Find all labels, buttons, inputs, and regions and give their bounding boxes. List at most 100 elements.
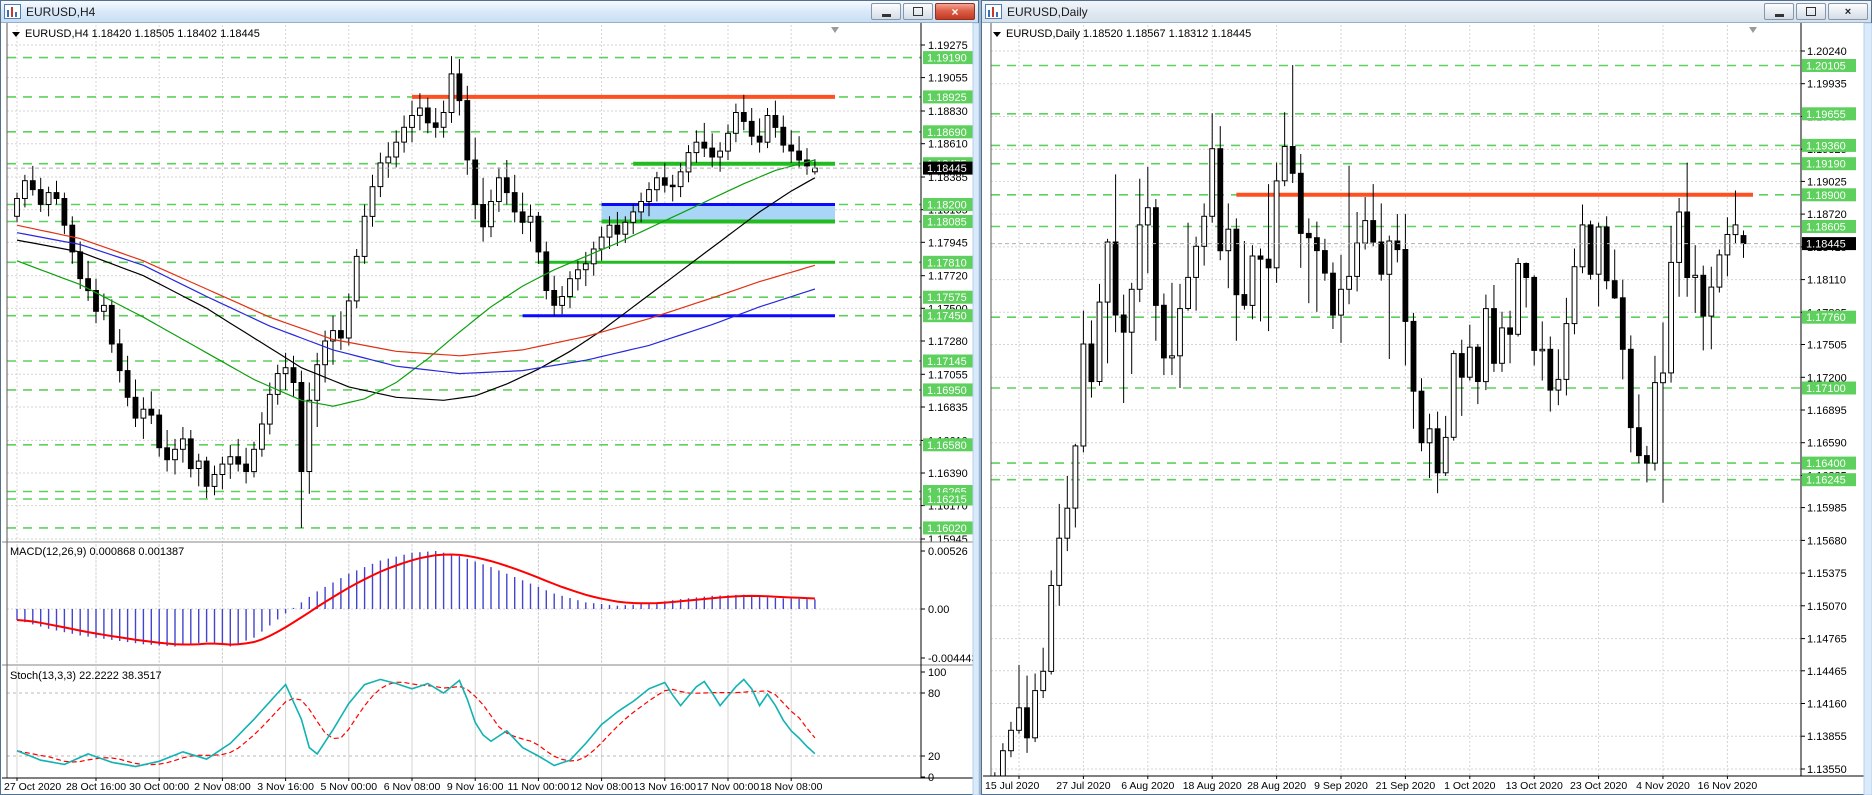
stoch-d-line [16, 681, 816, 766]
level-price-label: 1.17450 [927, 311, 967, 323]
ma-blue [16, 232, 816, 375]
time-tick-label: 6 Aug 2020 [1121, 780, 1174, 792]
macd-axis-label: 0.00526 [928, 546, 968, 558]
time-tick-label: 11 Nov 00:00 [508, 781, 570, 793]
macd-pane: 0.00526 0.00 -0.004443 [7, 544, 978, 665]
price-tick-label: 1.16835 [928, 402, 968, 414]
price-tick-label: 1.17505 [1807, 340, 1847, 352]
close-button[interactable]: × [1828, 3, 1868, 20]
close-icon: × [1844, 5, 1852, 18]
minimize-button[interactable] [871, 3, 901, 20]
level-price-label: 1.18200 [927, 200, 967, 212]
macd-indicator-label: MACD(12,26,9) 0.000868 0.001387 [10, 546, 185, 558]
time-tick-label: 4 Nov 2020 [1636, 780, 1690, 792]
level-price-label: 1.20105 [1806, 61, 1846, 73]
price-tick-label: 1.19275 [928, 40, 968, 52]
macd-axis-label: 0.00 [928, 604, 949, 616]
restore-button[interactable] [1796, 3, 1826, 20]
price-tick-label: 1.20240 [1807, 46, 1847, 58]
level-price-label: 1.18085 [927, 217, 967, 229]
time-tick-label: 13 Oct 2020 [1506, 780, 1563, 792]
level-price-label: 1.19655 [1806, 109, 1846, 121]
price-tick-label: 1.17945 [928, 237, 968, 249]
time-tick-label: 27 Jul 2020 [1056, 780, 1110, 792]
stoch-k-line [16, 678, 816, 768]
titlebar-eurusd-h4[interactable]: EURUSD,H4 × [1, 1, 978, 23]
ohlc-readout: EURUSD,Daily 1.18520 1.18567 1.18312 1.1… [1006, 28, 1252, 40]
symbol-info-line[interactable]: EURUSD,H4 1.18420 1.18505 1.18402 1.1844… [12, 28, 260, 40]
symbol-info-line[interactable]: EURUSD,Daily 1.18520 1.18567 1.18312 1.1… [993, 28, 1251, 40]
time-tick-label: 5 Nov 00:00 [320, 781, 377, 793]
time-tick-label: 9 Nov 16:00 [447, 781, 504, 793]
level-price-label: 1.17810 [927, 257, 967, 269]
ma-red [16, 224, 816, 357]
price-tick-label: 1.15680 [1807, 535, 1847, 547]
time-tick-label: 9 Sep 2020 [1314, 780, 1368, 792]
time-tick-label: 6 Nov 08:00 [384, 781, 441, 793]
price-tick-label: 1.18110 [1807, 275, 1846, 287]
price-gridlines: 1.202401.199351.196301.193251.190251.187… [991, 46, 1847, 776]
price-tick-label: 1.17055 [928, 369, 968, 381]
macd-signal-line [16, 553, 815, 646]
candlesticks [994, 65, 1747, 776]
titlebar-eurusd-daily[interactable]: EURUSD,Daily × [982, 1, 1871, 23]
candlesticks [14, 56, 818, 528]
chart-window-eurusd-daily: EURUSD,Daily × 1.202401.199351.196301.19… [981, 0, 1872, 795]
restore-icon [1806, 7, 1816, 16]
restore-button[interactable] [903, 3, 933, 20]
price-tick-label: 1.19025 [1807, 176, 1847, 188]
h4-chart-canvas[interactable]: 1.192751.190551.188301.186101.183851.181… [2, 23, 979, 795]
chart-client-area: 1.202401.199351.196301.193251.190251.187… [983, 23, 1872, 795]
main-pane [991, 64, 1801, 776]
chart-window-icon [985, 4, 1002, 19]
level-price-label: 1.19190 [1806, 159, 1846, 171]
current-price-label-bg [1802, 237, 1856, 251]
level-price-label: 1.19190 [927, 53, 967, 65]
time-tick-label: 13 Nov 16:00 [634, 781, 697, 793]
time-tick-label: 18 Aug 2020 [1183, 780, 1242, 792]
price-tick-label: 1.16590 [1807, 438, 1847, 450]
time-tick-label: 3 Nov 16:00 [257, 781, 314, 793]
price-tick-label: 1.19935 [1807, 79, 1847, 91]
time-tick-label: 2 Nov 08:00 [194, 781, 251, 793]
level-price-label: 1.16950 [927, 385, 967, 397]
close-icon: × [951, 4, 959, 19]
stoch-axis-label: 100 [928, 667, 946, 679]
price-tick-label: 1.14160 [1807, 699, 1847, 711]
price-tick-label: 1.16170 [928, 501, 968, 513]
time-tick-label: 30 Oct 00:00 [129, 781, 189, 793]
time-axis: 15 Jul 2020 27 Jul 2020 6 Aug 2020 18 Aug 2… [985, 776, 1757, 792]
minimize-button[interactable] [1764, 3, 1794, 20]
price-tick-label: 1.17280 [928, 336, 968, 348]
macd-axis-label: -0.004443 [928, 653, 978, 665]
level-price-label: 1.18690 [927, 127, 967, 139]
chart-window-eurusd-h4: EURUSD,H4 × 1.19275 1.19055 1.18830 1.18610… [0, 0, 979, 795]
time-tick-label: 27 Oct 2020 [4, 781, 61, 793]
chart-client-area: 1.192751.190551.188301.186101.183851.181… [2, 23, 979, 795]
level-price-label: 1.17760 [1806, 312, 1846, 324]
level-price-label: 1.17145 [927, 356, 967, 368]
symbol-dropdown-icon [993, 31, 1001, 37]
level-price-label: 1.18900 [1806, 190, 1846, 202]
level-price-label: 1.18605 [1806, 222, 1846, 234]
price-tick-label: 1.15070 [1807, 601, 1847, 613]
time-tick-label: 28 Aug 2020 [1247, 780, 1306, 792]
price-gridlines: 1.192751.190551.188301.186101.183851.181… [7, 40, 968, 546]
level-price-label: 1.16400 [1806, 458, 1846, 470]
symbol-dropdown-icon [12, 31, 20, 37]
price-tick-label: 1.18830 [928, 106, 968, 118]
price-tick-label: 1.19055 [928, 73, 968, 85]
stoch-axis-label: 80 [928, 688, 940, 700]
daily-chart-canvas[interactable]: 1.202401.199351.196301.193251.190251.187… [983, 23, 1872, 795]
level-price-label: 1.16020 [927, 523, 967, 535]
price-tick-label: 1.18385 [928, 172, 968, 184]
time-tick-label: 17 Nov 00:00 [697, 781, 760, 793]
time-tick-label: 1 Oct 2020 [1444, 780, 1496, 792]
minimize-icon [881, 14, 891, 17]
time-tick-label: 28 Oct 16:00 [66, 781, 126, 793]
price-tick-label: 1.18720 [1807, 209, 1847, 221]
close-button[interactable]: × [935, 3, 975, 20]
level-price-labels: 1.191901.189251.186901.184751.182001.180… [923, 51, 977, 535]
level-price-labels: 1.20105 1.19655 1.19360 1.19190 1.18900 1.186… [1802, 59, 1856, 487]
